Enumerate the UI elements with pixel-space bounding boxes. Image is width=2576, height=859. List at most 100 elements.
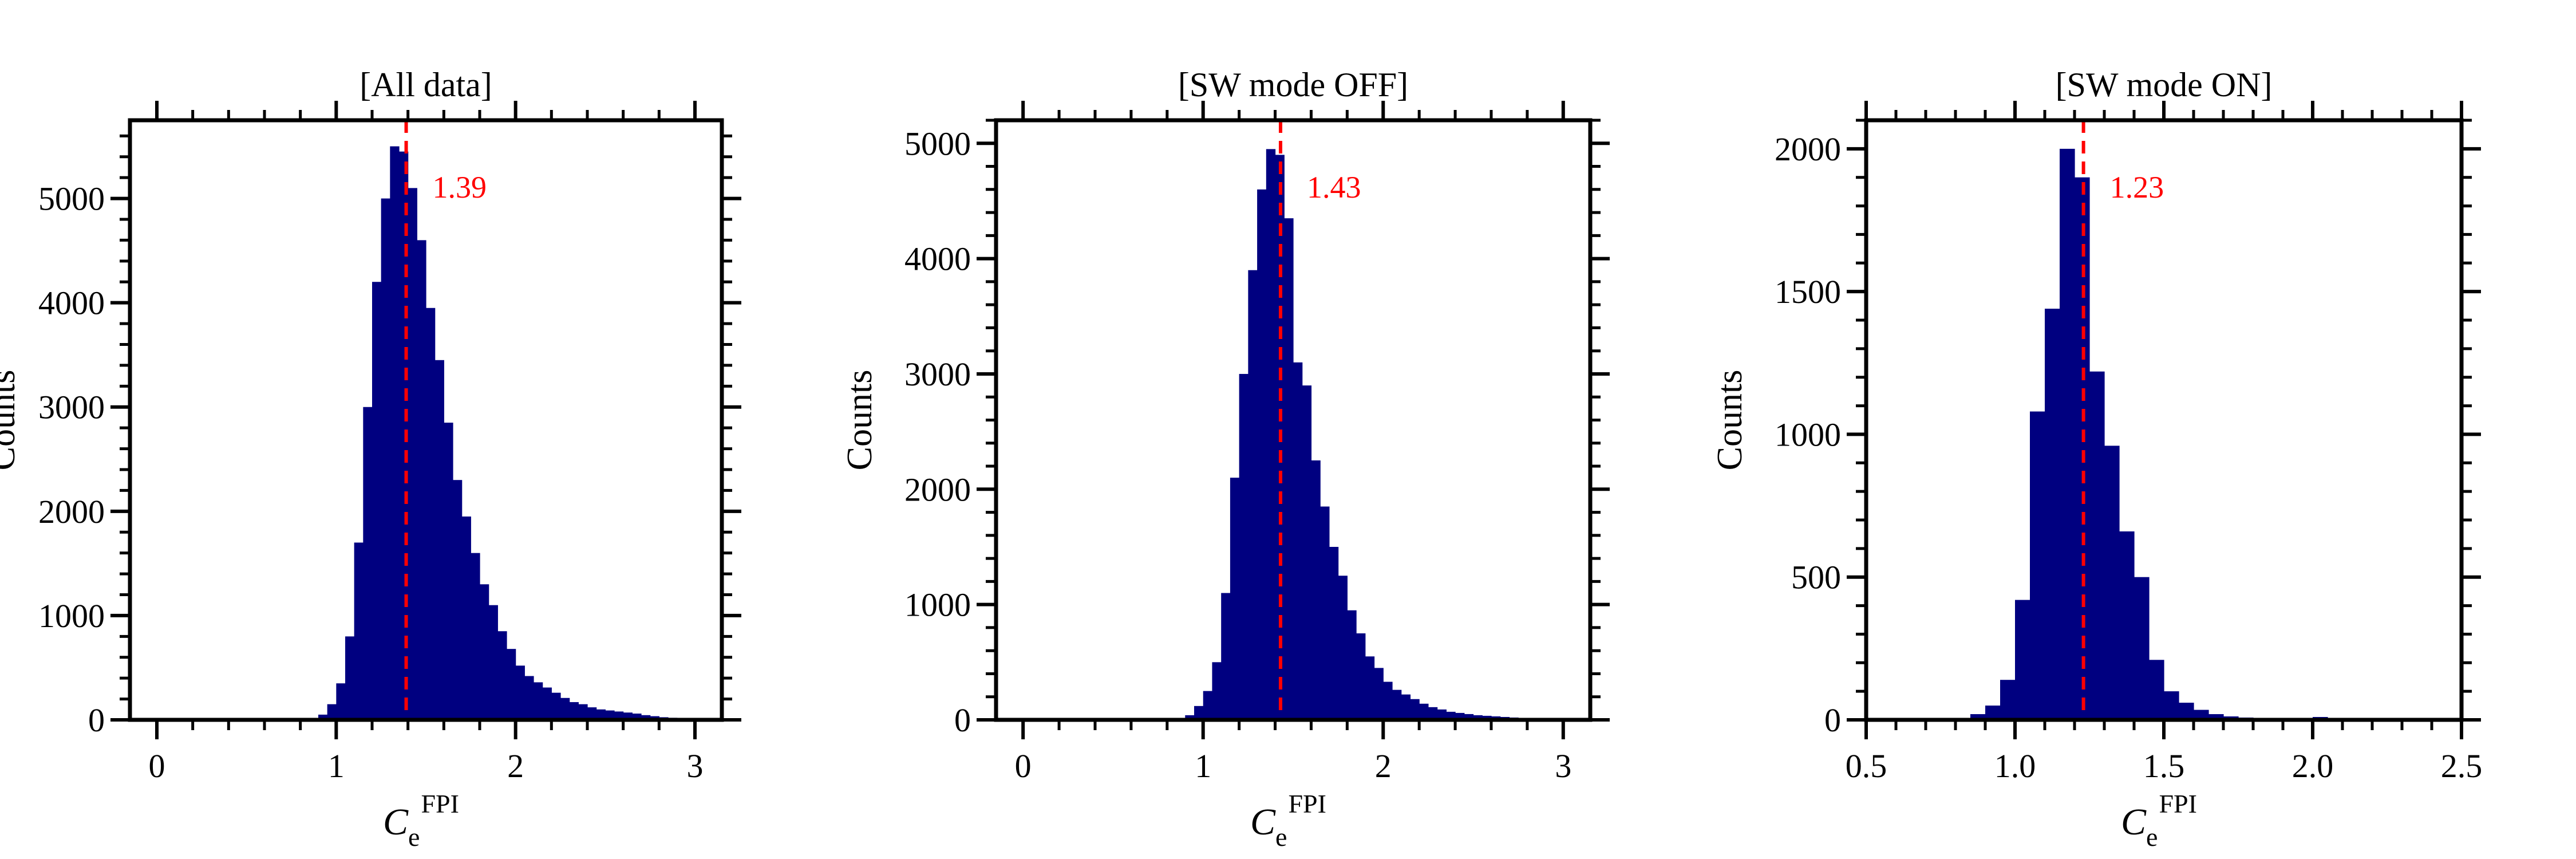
histogram-bar — [1985, 706, 2001, 720]
histogram-bar — [1320, 506, 1330, 720]
histogram-bar — [1464, 714, 1474, 720]
y-axis-label: Counts — [0, 370, 22, 471]
histogram-bar — [1221, 593, 1231, 720]
histogram-bar — [444, 423, 453, 720]
chart-title: [All data] — [359, 66, 492, 104]
histogram-bar — [318, 714, 328, 720]
chart-panel-1: 1.39 0 1 2 3 0 1000 2000 3000 4000 5000 [All data] C… — [0, 66, 741, 852]
histogram-bar — [2119, 531, 2135, 720]
histogram-bar — [587, 707, 597, 720]
chart-panel-2: 1.43 0 1 2 3 0 1000 2000 3000 4000 5000 [SW mode OF… — [840, 66, 1610, 852]
x-axis-label: CeFPI — [383, 789, 459, 852]
histogram-bar — [2030, 411, 2045, 720]
histogram-bar — [345, 636, 355, 720]
histogram-bar — [381, 198, 390, 720]
histogram-bar — [1428, 707, 1438, 720]
histogram-bar — [1970, 714, 1986, 720]
histogram-bar — [614, 711, 624, 720]
y-tick-label: 3000 — [904, 356, 971, 393]
y-tick-label: 1000 — [1775, 416, 1841, 453]
histogram-bar — [1392, 689, 1402, 720]
y-tick-label: 4000 — [38, 285, 105, 322]
histogram-bar — [2000, 680, 2016, 720]
histogram-bar — [1194, 706, 1204, 720]
y-tick-label: 2000 — [904, 471, 971, 508]
histogram-bar — [1482, 715, 1492, 720]
x-tick-label: 0.5 — [1846, 747, 1887, 785]
y-tick-label: 5000 — [38, 180, 105, 218]
histogram-bar — [497, 631, 507, 720]
histogram-bar — [1419, 703, 1429, 720]
histogram-bar — [336, 683, 346, 720]
histogram-bar — [2060, 148, 2075, 720]
x-tick-label: 1 — [328, 747, 345, 785]
histogram-bar — [1185, 715, 1195, 720]
histogram-bar — [1473, 715, 1483, 720]
histogram-bar — [363, 407, 373, 720]
y-tick-label: 2000 — [38, 493, 105, 530]
histogram-bar — [524, 676, 534, 720]
x-axis-label-sub: e — [408, 822, 420, 852]
histogram-bar — [408, 188, 417, 720]
histogram-bar — [1239, 373, 1249, 720]
median-label: 1.39 — [433, 170, 487, 204]
histogram-bar — [480, 584, 489, 720]
histogram-bar — [1302, 385, 1312, 720]
histogram-bar — [2149, 660, 2164, 720]
y-tick-label: 2000 — [1775, 131, 1841, 168]
histogram-bar — [2134, 577, 2150, 720]
histogram-bar — [596, 709, 606, 720]
histogram-bar — [1293, 362, 1303, 720]
histogram-bar — [1374, 668, 1384, 720]
histogram-bar — [488, 605, 498, 720]
histogram-bar — [1437, 709, 1447, 720]
axes-frame — [128, 118, 724, 722]
y-tick-label: 0 — [954, 702, 971, 739]
x-axis-label: CeFPI — [1250, 789, 1326, 852]
histogram-bar — [1410, 699, 1420, 720]
histogram-bar — [1338, 576, 1348, 720]
x-axis-label-main: C — [383, 801, 409, 843]
histogram-bar — [426, 308, 436, 720]
x-axis-label-sup: FPI — [421, 789, 459, 818]
x-tick-label: 2.5 — [2441, 747, 2483, 785]
histogram-bar — [354, 542, 364, 720]
histogram-bar — [2045, 309, 2060, 720]
histogram-bar — [434, 360, 444, 720]
x-tick-label: 1.0 — [1994, 747, 2036, 785]
median-label: 1.43 — [1307, 170, 1361, 204]
histogram-bar — [461, 516, 471, 720]
x-axis-label-sup: FPI — [2159, 789, 2196, 818]
histogram-bar — [1212, 662, 1222, 720]
histogram-bar — [641, 715, 651, 720]
histogram-bar — [2179, 703, 2194, 720]
histogram-bar — [2104, 446, 2120, 720]
histogram-bar — [2089, 371, 2105, 720]
histogram-bar — [578, 704, 588, 720]
x-axis-label-sub: e — [1275, 822, 1287, 852]
histogram-bar — [605, 710, 615, 720]
y-axis-label: Counts — [840, 370, 879, 471]
x-tick-label: 2 — [507, 747, 524, 785]
histogram-bar — [1284, 218, 1294, 720]
y-tick-label: 4000 — [904, 241, 971, 278]
histogram-bar — [1329, 546, 1339, 720]
histogram-bar — [1365, 656, 1375, 720]
histogram-bar — [1203, 691, 1213, 720]
y-tick-label: 500 — [1791, 559, 1841, 596]
histogram-bar — [632, 714, 642, 720]
x-tick-label: 3 — [1555, 747, 1571, 785]
x-tick-label: 1 — [1195, 747, 1211, 785]
y-tick-label: 3000 — [38, 389, 105, 426]
histogram-bar — [560, 698, 570, 720]
x-axis-label-sub: e — [2146, 822, 2158, 852]
y-tick-label: 1000 — [38, 597, 105, 635]
histogram-bar — [551, 692, 561, 720]
histogram-bar — [1401, 694, 1411, 720]
histogram-bar — [1446, 711, 1456, 720]
x-tick-label: 2.0 — [2292, 747, 2334, 785]
histogram-bar — [507, 649, 516, 720]
x-axis-label: CeFPI — [2121, 789, 2197, 852]
histogram-bar — [1230, 478, 1240, 720]
